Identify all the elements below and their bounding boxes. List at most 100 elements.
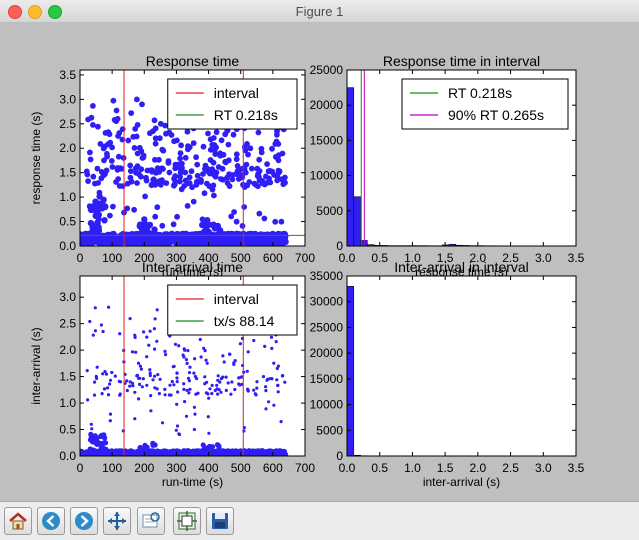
scatter-point: [221, 376, 224, 379]
scatter-point: [234, 231, 240, 237]
scatter-point: [181, 183, 187, 189]
scatter-point: [90, 423, 93, 426]
scatter-point: [125, 138, 131, 144]
scatter-point: [182, 355, 185, 358]
scatter-point: [188, 366, 191, 369]
scatter-point: [253, 235, 259, 241]
scatter-point: [182, 382, 185, 385]
scatter-point: [100, 323, 103, 326]
scatter-point: [109, 413, 112, 416]
scatter-point: [206, 392, 209, 395]
scatter-point: [174, 214, 180, 220]
scatter-point: [204, 349, 207, 352]
scatter-point: [269, 146, 275, 152]
scatter-point: [102, 204, 108, 210]
pan-button[interactable]: [103, 507, 131, 535]
y-axis-label: inter-arrival (s): [29, 327, 43, 404]
scatter-point: [128, 385, 131, 388]
scatter-point: [246, 179, 252, 185]
x-tick-label: 0.0: [339, 461, 356, 475]
x-tick-label: 700: [295, 251, 315, 265]
scatter-point: [127, 163, 133, 169]
scatter-point: [95, 233, 101, 239]
scatter-point: [178, 150, 184, 156]
back-button[interactable]: [37, 507, 65, 535]
subplots-icon: [177, 511, 197, 531]
scatter-point: [201, 144, 207, 150]
scatter-point: [149, 409, 152, 412]
scatter-point: [208, 147, 214, 153]
scatter-point: [148, 368, 151, 371]
scatter-point: [154, 317, 157, 320]
scatter-point: [147, 344, 150, 347]
scatter-point: [177, 156, 183, 162]
scatter-point: [257, 168, 263, 174]
scatter-point: [216, 164, 222, 170]
x-tick-label: 700: [295, 461, 315, 475]
scatter-point: [204, 181, 210, 187]
scatter-point: [156, 387, 159, 390]
scatter-point: [255, 387, 258, 390]
scatter-point: [183, 155, 189, 161]
scatter-point: [110, 235, 116, 241]
scatter-point: [222, 159, 228, 165]
scatter-point: [164, 393, 167, 396]
scatter-point: [124, 238, 130, 244]
scatter-point: [193, 428, 196, 431]
scatter-point: [175, 376, 178, 379]
scatter-point: [214, 451, 219, 456]
scatter-point: [145, 355, 148, 358]
scatter-point: [227, 381, 230, 384]
scatter-point: [229, 393, 232, 396]
scatter-point: [223, 360, 226, 363]
scatter-point: [275, 378, 278, 381]
x-tick-label: 400: [199, 461, 219, 475]
forward-button[interactable]: [70, 507, 98, 535]
scatter-point: [252, 339, 255, 342]
x-tick-label: 3.0: [535, 461, 552, 475]
home-button[interactable]: [4, 507, 32, 535]
save-button[interactable]: [206, 507, 234, 535]
scatter-point: [84, 169, 90, 175]
scatter-point: [93, 381, 96, 384]
scatter-point: [106, 386, 109, 389]
scatter-point: [86, 398, 89, 401]
scatter-point: [134, 180, 140, 186]
scatter-point: [178, 142, 184, 148]
y-tick-label: 15000: [310, 372, 344, 386]
scatter-point: [135, 163, 141, 169]
scatter-point: [188, 371, 191, 374]
chart-title: Inter-arrival time: [142, 259, 243, 275]
x-tick-label: 500: [231, 461, 251, 475]
scatter-point: [262, 375, 265, 378]
scatter-point: [137, 231, 143, 237]
scatter-point: [227, 450, 232, 455]
y-tick-label: 0.0: [59, 239, 76, 253]
scatter-point: [141, 216, 147, 222]
y-tick-label: 5000: [316, 204, 343, 218]
scatter-point: [149, 394, 152, 397]
chart-title: Response time: [146, 53, 240, 69]
scatter-point: [264, 389, 267, 392]
scatter-point: [264, 161, 270, 167]
scatter-point: [194, 393, 197, 396]
scatter-point: [256, 211, 262, 217]
zoom-button[interactable]: [137, 507, 165, 535]
scatter-point: [182, 388, 185, 391]
scatter-point: [193, 413, 196, 416]
y-tick-label: 3.5: [59, 68, 76, 82]
x-tick-label: 3.0: [535, 251, 552, 265]
scatter-point: [86, 369, 89, 372]
scatter-point: [90, 103, 96, 109]
scatter-point: [159, 223, 165, 229]
scatter-point: [185, 143, 191, 149]
scatter-point: [87, 203, 93, 209]
scatter-point: [131, 350, 134, 353]
subplots-button[interactable]: [173, 507, 201, 535]
scatter-point: [255, 380, 258, 383]
scatter-point: [171, 380, 174, 383]
scatter-point: [137, 145, 143, 151]
